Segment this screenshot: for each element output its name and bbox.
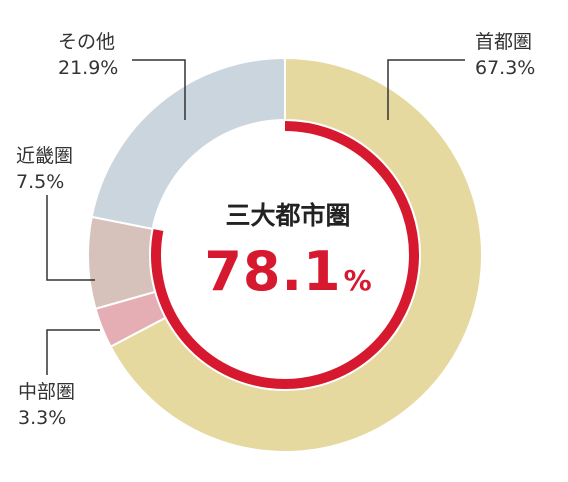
- slice-2: [87, 215, 157, 311]
- label-shutoken: 首都圏 67.3%: [475, 29, 535, 81]
- donut-slices: [87, 56, 483, 453]
- label-kinki: 近畿圏 7.5%: [16, 143, 73, 195]
- leader-sonota: [132, 59, 186, 120]
- label-chubu-name: 中部圏: [18, 381, 76, 403]
- center-value-number: 78.1: [204, 240, 342, 303]
- highlight-ring: [151, 121, 419, 389]
- label-shutoken-value: 67.3%: [475, 57, 536, 79]
- label-chubu: 中部圏 3.3%: [18, 379, 75, 431]
- label-kinki-name: 近畿圏: [16, 145, 74, 167]
- label-sonota: その他 21.9%: [58, 29, 118, 81]
- label-kinki-value: 7.5%: [16, 171, 65, 193]
- label-shutoken-name: 首都圏: [475, 31, 533, 53]
- label-sonota-name: その他: [58, 31, 116, 53]
- leader-chubu: [46, 329, 100, 375]
- slice-3: [90, 56, 286, 231]
- leader-kinki: [46, 195, 95, 281]
- leader-shutoken: [387, 59, 465, 120]
- center-value-unit: %: [343, 264, 372, 297]
- center-value: 78.1%: [188, 240, 388, 303]
- highlight-ring-group: [151, 121, 419, 389]
- slice-0: [109, 56, 483, 453]
- center-title: 三大都市圏: [225, 201, 351, 230]
- label-chubu-value: 3.3%: [18, 407, 67, 429]
- leader-lines: [46, 59, 465, 375]
- label-sonota-value: 21.9%: [58, 57, 119, 79]
